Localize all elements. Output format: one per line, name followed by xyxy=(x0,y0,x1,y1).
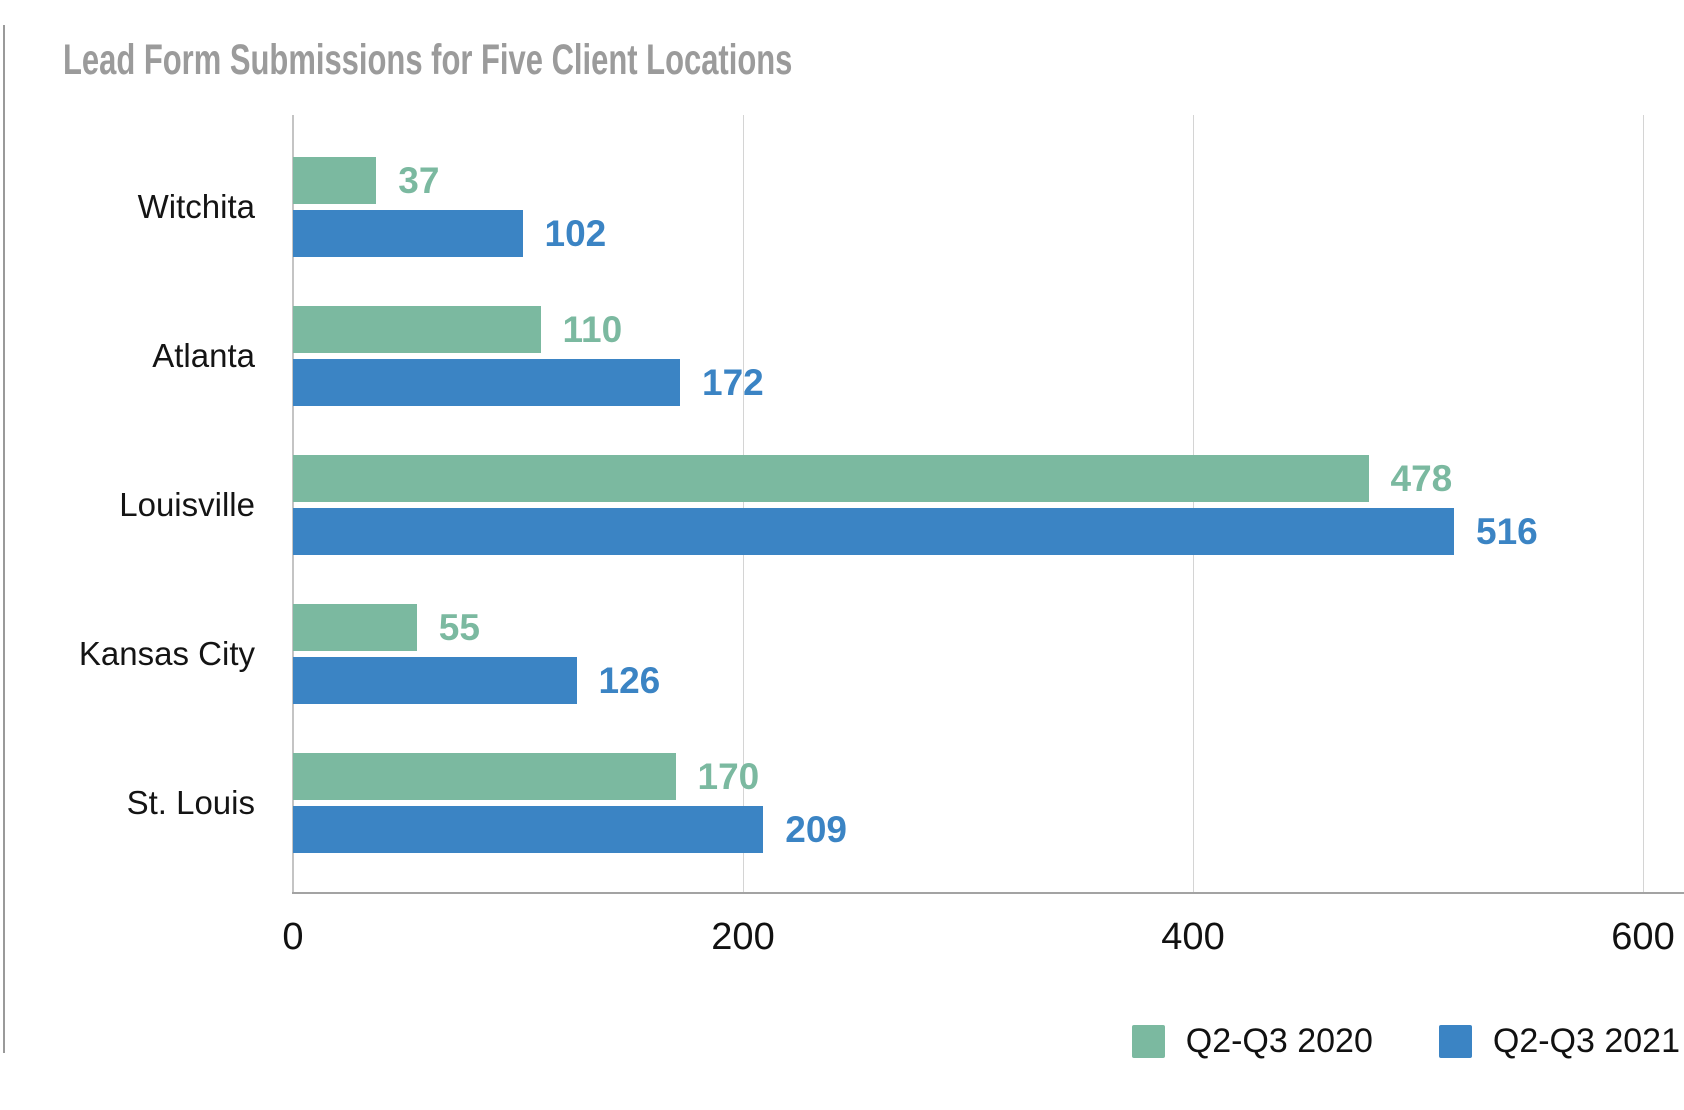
plot-area: Witchita 37 102 Atlanta 110 172 Louisville 478 5… xyxy=(79,115,1684,894)
bar-value-label: 170 xyxy=(697,755,760,797)
bar-q2-q3-2020: 55 xyxy=(293,604,480,651)
bar-value-label: 37 xyxy=(398,159,440,201)
bar-q2-q3-2020: 37 xyxy=(293,157,439,204)
bar-q2-q3-2020: 110 xyxy=(293,306,622,353)
x-tick-label-0: 0 xyxy=(282,916,304,958)
page-left-border-line xyxy=(3,25,5,1053)
bar-q2-q3-2021: 126 xyxy=(293,657,660,704)
legend-label: Q2-Q3 2020 xyxy=(1185,1022,1373,1060)
bar-value-label: 209 xyxy=(785,808,847,850)
bar-value-label: 478 xyxy=(1390,457,1453,499)
bar-value-label: 110 xyxy=(562,308,623,350)
chart-row-louisville: Louisville 478 516 xyxy=(119,434,1643,583)
bar-q2-q3-2021: 209 xyxy=(293,806,847,853)
chart-row-witchita: Witchita 37 102 xyxy=(138,136,1643,285)
gridline-x-400 xyxy=(1193,115,1194,894)
legend-swatch-icon xyxy=(1438,1025,1472,1058)
x-tick-label-200: 200 xyxy=(711,916,775,958)
gridline-x-200 xyxy=(743,115,744,894)
y-axis-line xyxy=(292,115,294,894)
category-label: Louisville xyxy=(119,486,255,523)
legend-item-q2-q3-2021: Q2-Q3 2021 xyxy=(1438,1022,1680,1061)
gridline-x-600 xyxy=(1643,115,1644,894)
legend-item-q2-q3-2020: Q2-Q3 2020 xyxy=(1131,1022,1373,1061)
legend: Q2-Q3 2020 Q2-Q3 2021 xyxy=(1131,1022,1680,1061)
x-axis-tick-labels: 0 200 400 600 xyxy=(282,916,1674,966)
bar-value-label: 102 xyxy=(544,212,607,254)
bar-q2-q3-2021: 516 xyxy=(293,508,1538,555)
chart-row-atlanta: Atlanta 110 172 xyxy=(152,285,1643,434)
x-tick-label-600: 600 xyxy=(1611,916,1675,958)
category-label: St. Louis xyxy=(126,784,255,821)
bar-q2-q3-2020: 170 xyxy=(293,753,759,800)
category-label: Witchita xyxy=(137,188,255,225)
chart-row-st-louis: St. Louis 170 209 xyxy=(127,732,1643,881)
x-axis-line xyxy=(292,892,1684,894)
bar-value-label: 516 xyxy=(1476,510,1538,552)
chart-title: Lead Form Submissions for Five Client Lo… xyxy=(63,36,793,84)
bar-value-label: 126 xyxy=(598,659,661,701)
bar-q2-q3-2021: 172 xyxy=(293,359,764,406)
bar-q2-q3-2020: 478 xyxy=(293,455,1452,502)
bar-value-label: 172 xyxy=(702,361,764,403)
legend-swatch-icon xyxy=(1131,1025,1165,1058)
x-tick-label-400: 400 xyxy=(1161,916,1225,958)
chart-row-kansas-city: Kansas City 55 126 xyxy=(79,583,1643,732)
bar-value-label: 55 xyxy=(438,606,480,648)
legend-label: Q2-Q3 2021 xyxy=(1492,1022,1680,1060)
category-label: Atlanta xyxy=(152,337,255,374)
category-label: Kansas City xyxy=(78,635,255,672)
bar-q2-q3-2021: 102 xyxy=(293,210,606,257)
